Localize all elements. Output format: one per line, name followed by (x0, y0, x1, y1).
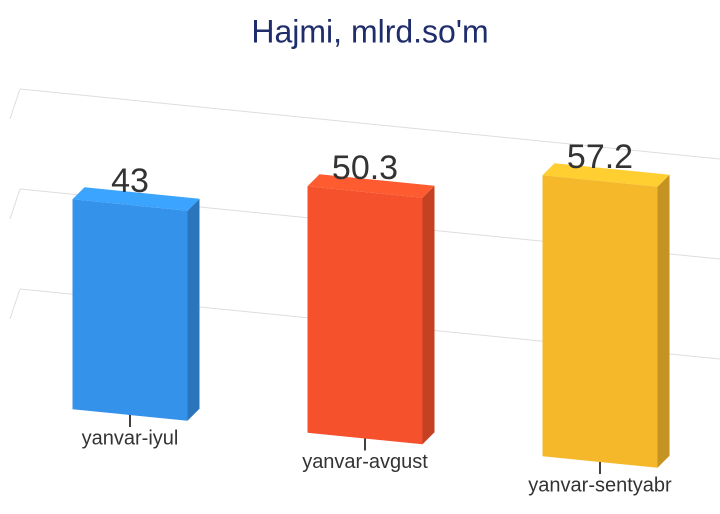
bar (72, 199, 188, 421)
grid-line-wall (9, 188, 21, 220)
data-label: 57.2 (567, 138, 633, 176)
bar-side (422, 185, 435, 445)
data-label: 43 (111, 162, 149, 200)
x-tick-label: yanvar-sentyabr (528, 474, 672, 496)
chart-title: Hajmi, mlrd.so'm (251, 13, 488, 49)
bar-side (187, 198, 200, 421)
x-tick-label: yanvar-iyul (82, 427, 179, 449)
bar (542, 175, 658, 468)
x-tick-label: yanvar-avgust (302, 451, 428, 473)
grid-line-wall (9, 88, 21, 120)
bar-top (542, 163, 670, 187)
bar-top (72, 187, 200, 211)
bar (307, 186, 423, 445)
grid-line-wall (9, 288, 21, 320)
bar-side (657, 174, 670, 468)
data-label: 50.3 (332, 149, 398, 187)
bar-top (307, 174, 435, 198)
grid-line (19, 88, 720, 160)
